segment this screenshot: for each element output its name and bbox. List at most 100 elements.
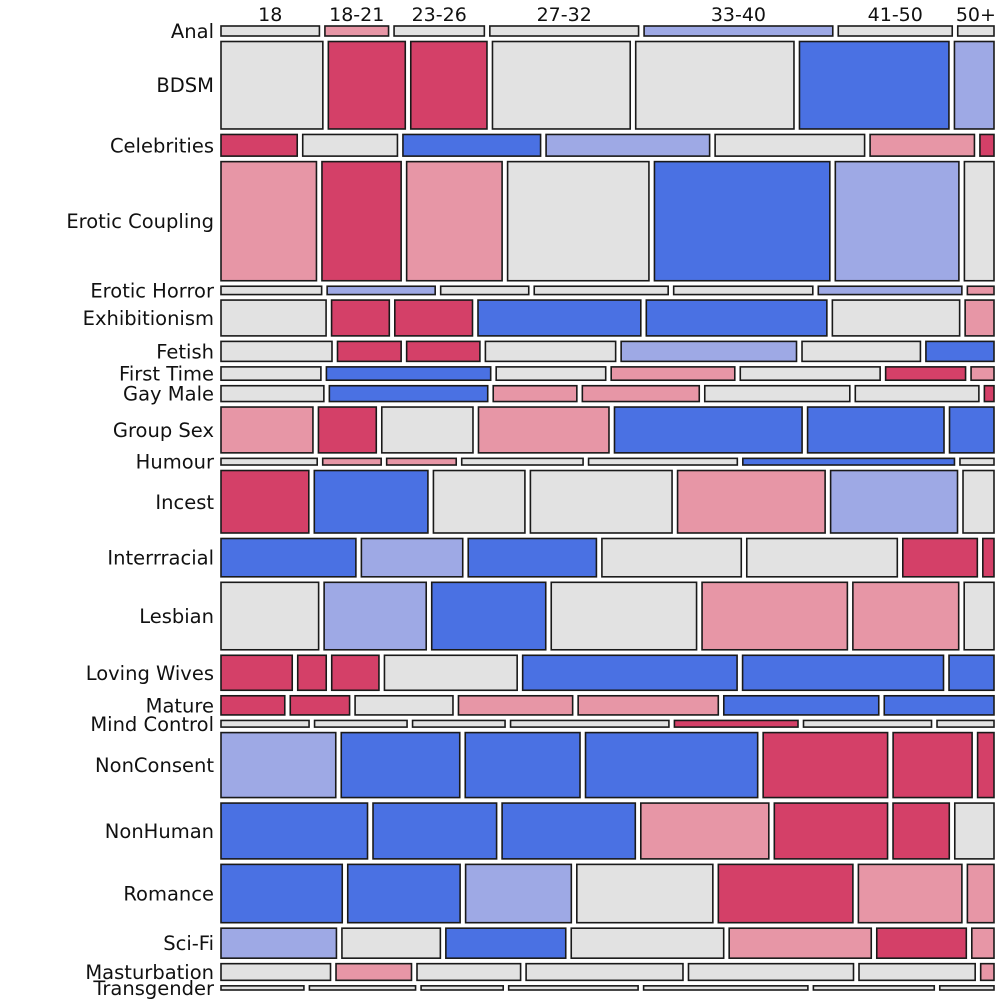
- cell-first-time-50: [970, 366, 995, 382]
- cell-humour-41-50: [742, 457, 956, 466]
- cell-first-time-27-32: [610, 366, 736, 382]
- row-label-humour: Humour: [136, 451, 215, 474]
- cell-romance-18-21: [346, 863, 461, 924]
- cell-fetish-41-50: [801, 340, 922, 363]
- cell-romance-27-32: [576, 863, 714, 924]
- row-label-bdsm: BDSM: [156, 74, 214, 97]
- col-label-33-40: 33-40: [711, 4, 766, 26]
- cell-nonhuman-50: [953, 802, 995, 860]
- cell-sci-fi-18: [220, 927, 338, 959]
- age-group-labels: 18 18-21 23-26 27-32 33-40 41-50 50+: [258, 4, 996, 26]
- col-label-23-26: 23-26: [412, 4, 467, 26]
- cell-gay-male-50: [983, 384, 995, 403]
- cell-erotic-horror-41-50: [817, 285, 963, 296]
- cell-first-time-41-50: [884, 366, 967, 382]
- cell-masturbation-50: [979, 962, 995, 982]
- cell-incest-33-40: [676, 469, 826, 534]
- cell-anal-41-50: [837, 25, 954, 37]
- cell-humour-33-40: [587, 457, 739, 466]
- cell-masturbation-27-32: [525, 962, 684, 982]
- cell-loving-wives-18-21: [296, 654, 328, 692]
- cell-fetish-18-21: [336, 340, 402, 363]
- row-label-incest: Incest: [155, 491, 214, 514]
- cell-celebrities-50: [979, 133, 995, 157]
- row-label-mind-control: Mind Control: [90, 713, 214, 736]
- mosaic-cells: [220, 25, 995, 991]
- cell-erotic-horror-33-40: [672, 285, 814, 296]
- cell-interrracial-18: [220, 537, 357, 578]
- row-label-interrracial: Interrracial: [107, 547, 214, 570]
- cell-bdsm-33-40: [634, 40, 795, 130]
- cell-mind-control-33-40: [673, 719, 799, 728]
- cell-celebrities-18: [220, 133, 299, 157]
- cell-group-sex-27-32: [477, 406, 610, 454]
- cell-bdsm-18: [220, 40, 324, 130]
- cell-erotic-coupling-33-40: [653, 160, 831, 282]
- cell-group-sex-18-21: [317, 406, 378, 454]
- cell-transgender-23-26: [420, 985, 505, 991]
- row-label-fetish: Fetish: [156, 340, 214, 363]
- cell-first-time-18: [220, 366, 322, 382]
- cell-fetish-50: [925, 340, 995, 363]
- cell-sci-fi-18-21: [341, 927, 442, 959]
- row-label-nonconsent: NonConsent: [95, 754, 214, 777]
- cell-erotic-horror-18-21: [326, 285, 436, 296]
- row-label-erotic-coupling: Erotic Coupling: [66, 210, 214, 233]
- cell-incest-50: [962, 469, 995, 534]
- cell-lesbian-27-32: [550, 581, 698, 651]
- row-label-transgender: Transgender: [92, 977, 215, 1000]
- cell-interrracial-18-21: [360, 537, 464, 578]
- cell-humour-23-26: [385, 457, 458, 466]
- cell-erotic-coupling-27-32: [506, 160, 650, 282]
- cell-lesbian-23-26: [430, 581, 547, 651]
- cell-mind-control-41-50: [802, 719, 933, 728]
- cell-erotic-horror-23-26: [439, 285, 530, 296]
- cell-nonhuman-18-21: [372, 802, 498, 860]
- cell-bdsm-18-21: [327, 40, 407, 130]
- cell-mature-18: [220, 694, 286, 716]
- row-label-lesbian: Lesbian: [139, 605, 214, 628]
- row-label-first-time: First Time: [119, 363, 214, 386]
- cell-anal-27-32: [489, 25, 640, 37]
- cell-fetish-33-40: [620, 340, 798, 363]
- cell-gay-male-23-26: [492, 384, 578, 403]
- cell-first-time-23-26: [495, 366, 607, 382]
- cell-incest-27-32: [529, 469, 673, 534]
- cell-transgender-27-32: [507, 985, 639, 991]
- cell-incest-18-21: [313, 469, 429, 534]
- row-label-celebrities: Celebrities: [110, 134, 214, 157]
- cell-mature-23-26: [354, 694, 454, 716]
- cell-mature-27-32: [457, 694, 574, 716]
- cell-nonconsent-18: [220, 731, 337, 799]
- cell-humour-27-32: [460, 457, 584, 466]
- row-label-mature: Mature: [146, 694, 214, 717]
- row-label-group-sex: Group Sex: [113, 419, 214, 442]
- row-label-sci-fi: Sci-Fi: [163, 932, 214, 955]
- cell-humour-50: [959, 457, 995, 466]
- cell-anal-18: [220, 25, 321, 37]
- cell-exhibitionism-23-26: [393, 299, 474, 337]
- cell-lesbian-18-21: [323, 581, 428, 651]
- col-label-41-50: 41-50: [868, 4, 923, 26]
- cell-masturbation-41-50: [858, 962, 976, 982]
- cell-interrracial-27-32: [601, 537, 743, 578]
- cell-romance-33-40: [717, 863, 854, 924]
- cell-loving-wives-50: [948, 654, 995, 692]
- cell-mind-control-18-21: [313, 719, 408, 728]
- cell-lesbian-41-50: [852, 581, 960, 651]
- cell-transgender-18-21: [308, 985, 417, 991]
- cell-sci-fi-41-50: [875, 927, 968, 959]
- cell-lesbian-33-40: [701, 581, 849, 651]
- cell-mature-41-50: [722, 694, 880, 716]
- cell-romance-23-26: [464, 863, 573, 924]
- cell-erotic-coupling-23-26: [405, 160, 503, 282]
- cell-bdsm-41-50: [798, 40, 950, 130]
- cell-romance-50: [966, 863, 995, 924]
- cell-nonconsent-50: [976, 731, 995, 799]
- row-label-romance: Romance: [123, 883, 214, 906]
- cell-masturbation-33-40: [687, 962, 855, 982]
- cell-transgender-18: [220, 985, 305, 991]
- cell-group-sex-33-40: [613, 406, 803, 454]
- cell-nonhuman-33-40: [773, 802, 889, 860]
- cell-mind-control-50: [936, 719, 995, 728]
